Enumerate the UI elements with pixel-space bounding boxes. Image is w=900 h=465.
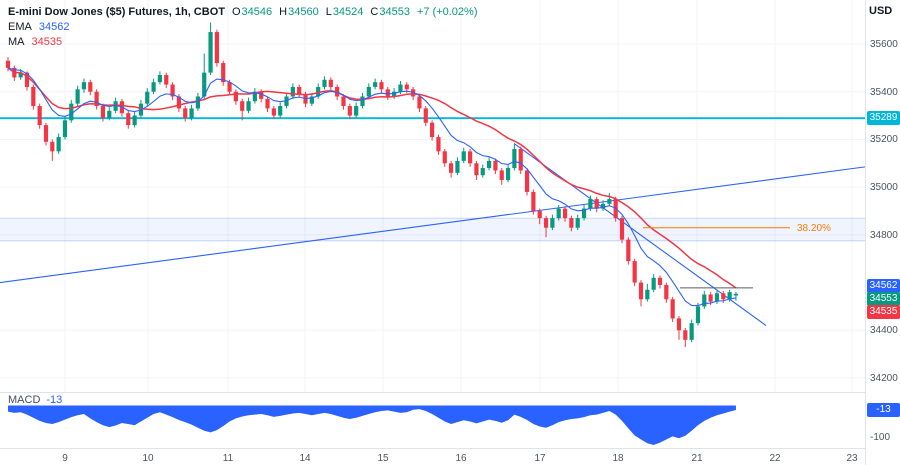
time-axis[interactable]: 9 10 11 14 15 16 17 18 21 22 23	[0, 448, 865, 465]
time-label: 9	[62, 453, 68, 464]
time-label: 18	[612, 453, 624, 464]
high-label: H	[279, 5, 288, 18]
open-pair: O 34546	[232, 6, 272, 18]
price-tick: 34200	[870, 373, 898, 384]
legend: E-mini Dow Jones ($5) Futures, 1h, CBOT …	[8, 4, 478, 49]
low-label: L	[325, 5, 332, 18]
price-badge: 34562	[867, 279, 900, 293]
macd-axis-badge: -13	[867, 403, 900, 417]
high-value: 34560	[288, 5, 319, 18]
price-tick: 35400	[870, 86, 898, 98]
macd-value: -13	[46, 394, 63, 406]
price-axis[interactable]: 35600 35400 35200 35000 34800 34400 34200 35289…	[865, 0, 900, 465]
ema-value: 34562	[38, 20, 70, 33]
time-label: 22	[769, 453, 781, 464]
ma-row: MA 34535	[8, 34, 478, 49]
candles	[5, 22, 739, 347]
close-value: 34553	[379, 5, 410, 18]
macd-area	[8, 406, 736, 446]
close-pair: C 34553	[370, 6, 410, 18]
ema-row: EMA 34562	[8, 19, 478, 34]
price-pane[interactable]: 38.20%	[0, 0, 865, 392]
change-value: +7 (+0.02%)	[416, 5, 478, 18]
price-tick: 35000	[870, 182, 898, 194]
ema-line[interactable]	[7, 67, 737, 307]
close-label: C	[370, 5, 379, 18]
symbol-row: E-mini Dow Jones ($5) Futures, 1h, CBOT …	[8, 4, 478, 19]
low-pair: L 34524	[326, 6, 364, 18]
time-label: 11	[222, 453, 234, 464]
open-value: 34546	[241, 5, 273, 18]
ma-value: 34535	[31, 35, 63, 48]
price-badge: 34535	[867, 305, 900, 319]
macd-pane[interactable]	[0, 392, 865, 448]
fib-382-label: 38.20%	[797, 223, 831, 234]
price-tick: 34400	[870, 325, 898, 337]
grid	[0, 0, 865, 392]
time-label: 14	[299, 453, 311, 464]
pane-divider[interactable]	[0, 392, 900, 393]
ma-line[interactable]	[7, 67, 737, 289]
high-pair: H 34560	[279, 6, 319, 18]
price-badge: 35289	[867, 111, 900, 125]
fib-band[interactable]	[0, 218, 865, 241]
currency-label[interactable]: USD	[869, 5, 893, 17]
macd-axis-tick: -100	[870, 432, 891, 443]
time-label: 15	[377, 453, 389, 464]
price-tick: 35200	[870, 134, 898, 146]
open-label: O	[231, 5, 241, 18]
price-tick: 35600	[870, 39, 898, 50]
macd-legend: MACD -13	[8, 394, 62, 406]
time-label: 21	[691, 453, 703, 464]
trendline-1[interactable]	[0, 166, 865, 284]
price-badge: 34553	[867, 292, 900, 306]
time-label: 10	[142, 453, 154, 464]
time-label: 17	[534, 453, 546, 464]
ema-label: EMA	[8, 20, 32, 33]
price-tick: 34800	[870, 229, 898, 241]
macd-label: MACD	[8, 394, 41, 406]
time-label: 16	[455, 453, 467, 464]
time-label: 23	[846, 453, 858, 464]
low-value: 34524	[332, 5, 364, 18]
symbol-title[interactable]: E-mini Dow Jones ($5) Futures, 1h, CBOT	[8, 5, 225, 18]
ma-label: MA	[8, 35, 25, 48]
